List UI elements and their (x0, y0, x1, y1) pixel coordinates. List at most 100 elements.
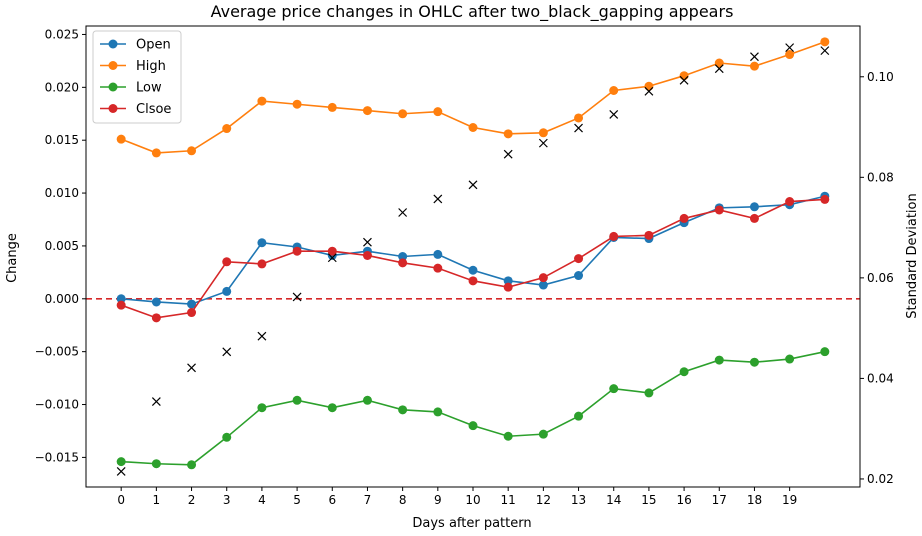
y-tick-label: 0.020 (45, 80, 79, 94)
std-dev-point-stroke (785, 43, 795, 53)
std-dev-point-stroke (398, 208, 408, 217)
legend-box (92, 30, 182, 124)
std-dev-point-stroke (503, 149, 513, 159)
data-point (820, 37, 830, 47)
std-dev-point-stroke (820, 46, 830, 56)
std-dev-point-stroke (468, 180, 478, 190)
plot-frame (85, 25, 861, 488)
std-dev-point (538, 138, 548, 148)
series-high (116, 37, 830, 158)
data-point (644, 81, 654, 91)
x-tick-label: 0 (117, 493, 125, 507)
data-point (503, 129, 513, 139)
y-tick-label: −0.015 (35, 450, 79, 464)
x-tick-label: 3 (223, 493, 231, 507)
std-dev-point-stroke (609, 110, 619, 119)
data-point (820, 194, 830, 204)
data-point (538, 429, 548, 439)
data-point (116, 134, 126, 144)
std-dev-point (644, 86, 654, 96)
x-tick-label: 10 (465, 493, 480, 507)
std-dev-point (750, 52, 759, 62)
y-tick-label: 0.005 (45, 239, 79, 253)
data-point (749, 61, 759, 71)
data-point (820, 347, 830, 357)
x-tick-label: 5 (293, 493, 301, 507)
std-dev-point (714, 64, 724, 74)
std-dev-point (609, 110, 619, 119)
y-tick-label: 0.025 (45, 27, 79, 41)
std-dev-point (820, 46, 830, 56)
chart-title: Average price changes in OHLC after two_… (211, 2, 734, 22)
std-dev-point (363, 237, 372, 247)
data-point (714, 205, 724, 215)
data-point (714, 58, 724, 68)
data-point (644, 230, 654, 240)
data-point (785, 354, 795, 364)
std-dev-point (116, 466, 126, 476)
legend-swatch-marker (108, 82, 118, 92)
data-point (574, 271, 584, 281)
std-dev-point (327, 253, 337, 263)
data-point (468, 421, 478, 431)
data-point (222, 257, 232, 267)
std-dev-point-stroke (750, 52, 759, 62)
data-point (679, 367, 689, 377)
x-tick-label: 2 (188, 493, 196, 507)
y-tick-label: −0.010 (35, 398, 79, 412)
data-point (257, 238, 267, 248)
std-dev-point-stroke (187, 363, 196, 373)
data-point (257, 403, 267, 413)
data-point (609, 85, 619, 95)
data-point (609, 231, 619, 241)
std-dev-point-stroke (257, 331, 267, 341)
data-point (151, 459, 161, 469)
data-point (785, 50, 795, 60)
data-point (362, 395, 372, 405)
data-point (187, 308, 197, 318)
data-point (503, 282, 513, 292)
data-point (327, 102, 337, 112)
y-tick-label: 0.015 (45, 133, 79, 147)
x-tick-label: 16 (676, 493, 691, 507)
data-point (433, 263, 443, 273)
data-point (749, 213, 759, 223)
legend: Open High Low Clsoe (92, 30, 182, 124)
data-point (151, 313, 161, 323)
data-point (433, 249, 443, 259)
y-right-tick-label: 0.04 (867, 371, 894, 385)
y-axis-label: Change (5, 233, 20, 283)
data-point (538, 128, 548, 138)
std-dev-point (574, 123, 583, 133)
data-point (468, 276, 478, 286)
x-tick-label: 15 (641, 493, 656, 507)
data-point (292, 99, 302, 109)
data-point (187, 146, 197, 156)
x-tick-label: 19 (782, 493, 797, 507)
x-tick-label: 1 (153, 493, 161, 507)
legend-swatch-marker (108, 104, 118, 113)
x-tick-label: 11 (501, 493, 516, 507)
y-tick-label: 0.010 (45, 186, 79, 200)
std-dev-point-stroke (327, 253, 337, 263)
data-point (116, 294, 126, 304)
data-point (433, 107, 443, 117)
data-point (292, 395, 302, 405)
std-dev-point-stroke (644, 86, 654, 96)
data-point (398, 405, 408, 415)
legend-swatch-marker (108, 39, 118, 49)
std-dev-point (468, 180, 478, 190)
data-point (187, 460, 197, 470)
data-point (151, 297, 161, 307)
data-point (679, 71, 689, 81)
data-point (574, 411, 584, 421)
x-tick-label: 6 (328, 493, 336, 507)
std-dev-point (679, 75, 689, 85)
data-point (151, 148, 161, 158)
std-dev-point (222, 347, 232, 357)
data-point (398, 252, 408, 261)
data-point (362, 106, 372, 116)
data-point (327, 403, 337, 413)
std-dev-point-stroke (116, 466, 126, 476)
y-right-tick-label: 0.02 (867, 472, 894, 486)
